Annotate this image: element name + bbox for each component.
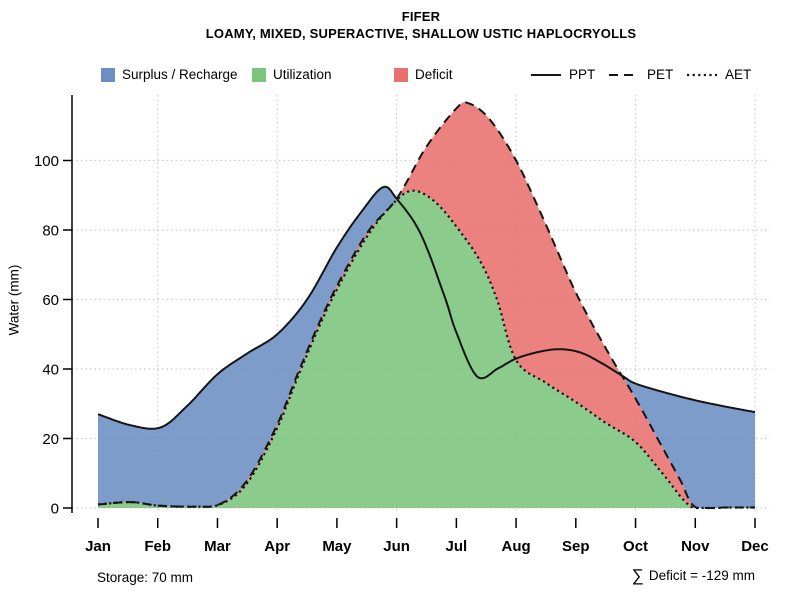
month-label: Aug [502,538,531,555]
legend-item-pet: PET [608,66,673,83]
solid-line-icon [531,73,561,76]
legend-item-ppt: PPT [530,66,595,83]
y-tick-label: 60 [42,292,59,309]
month-label: Dec [741,538,769,555]
legend-item-aet: AET [686,66,751,83]
legend-item-deficit: Deficit [394,66,453,83]
month-label: Jan [85,538,111,555]
curves [97,101,756,510]
storage-annotation: Storage: 70 mm [97,570,194,585]
sigma-icon: ∑ [631,566,644,585]
legend-label-ppt: PPT [569,67,596,82]
surplus-swatch-icon [101,67,115,82]
deficit-area [98,102,755,508]
y-tick-label: 20 [42,431,59,448]
legend-item-surplus: Surplus / Recharge [101,66,238,83]
y-tick-label: 100 [34,153,59,170]
legend-label-aet: AET [725,67,752,82]
surplus-area [98,186,396,507]
chart-subtitle: LOAMY, MIXED, SUPERACTIVE, SHALLOW USTIC… [205,26,637,41]
deficit-swatch-icon [394,67,408,82]
y-tick-label: 0 [51,501,59,518]
utilization-area [98,190,755,508]
deficit-annotation-text: Deficit = -129 mm [648,568,755,583]
month-label: Sep [562,538,590,555]
month-label: Mar [204,538,231,555]
y-tick-label: 40 [42,362,59,379]
axes: 0 20 40 60 80 100 Jan Feb Mar Apr May Jun Jul Aug Sep O… [34,95,769,555]
surplus-area [622,375,755,508]
legend-label-surplus: Surplus / Recharge [122,67,238,82]
y-tick-label: 80 [42,223,59,240]
chart-title: FIFER [401,9,441,24]
utilization-swatch-icon [252,67,266,82]
month-label: Jul [446,538,468,555]
month-label: Jun [383,538,410,555]
deficit-annotation: ∑ Deficit = -129 mm [632,567,755,584]
month-label: Oct [623,538,648,555]
legend-label-utilization: Utilization [273,67,332,82]
ppt-line [97,185,756,430]
y-axis-title: Water (mm) [6,264,22,336]
dashed-line-icon [609,73,639,76]
legend-label-pet: PET [647,67,674,82]
month-label: Apr [264,538,290,555]
area-fills [98,102,755,508]
dotted-line-icon [687,73,717,76]
legend-item-utilization: Utilization [252,66,332,83]
month-label: Nov [681,538,710,555]
month-label: Feb [144,538,171,555]
legend-label-deficit: Deficit [415,67,453,82]
month-label: May [322,538,352,555]
pet-line [97,101,755,509]
